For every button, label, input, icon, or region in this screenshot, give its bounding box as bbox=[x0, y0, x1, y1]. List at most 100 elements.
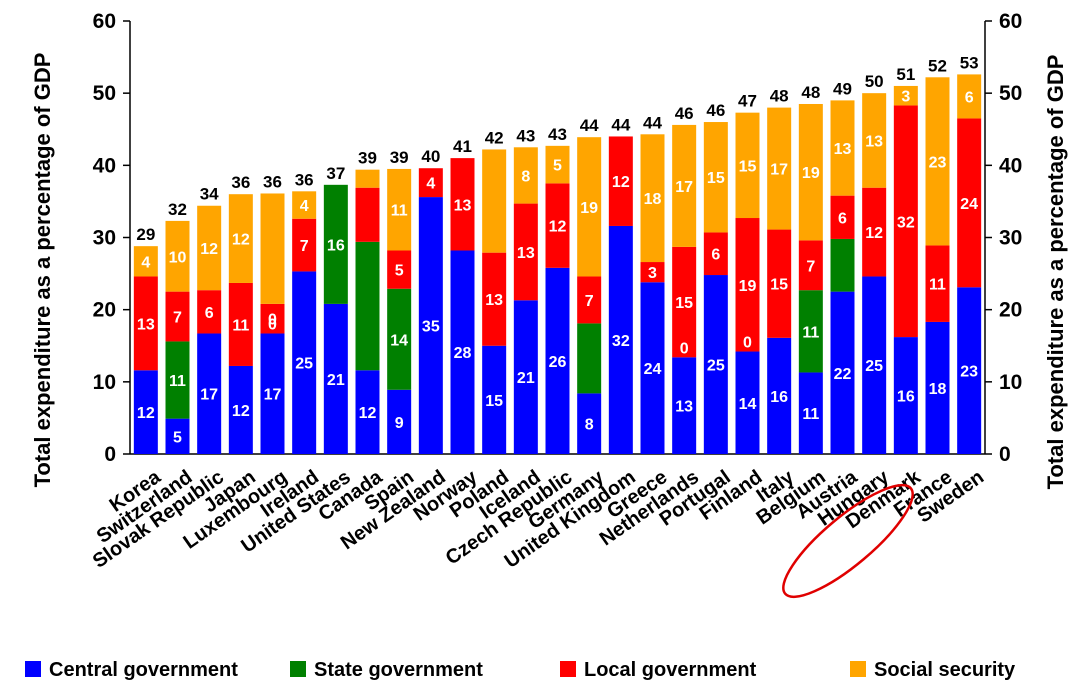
segment-value-label: 12 bbox=[137, 405, 155, 422]
bar-segment-sweden-local-government bbox=[957, 118, 982, 288]
legend-item-local-government: Local government bbox=[560, 659, 757, 681]
bar-segment-poland-social-security bbox=[482, 149, 507, 253]
bar-total-label: 53 bbox=[960, 53, 979, 72]
segment-value-label: 15 bbox=[485, 393, 503, 410]
segment-value-label: 11 bbox=[802, 324, 819, 341]
bar-segment-sweden-central-government bbox=[957, 287, 982, 454]
segment-value-label: 32 bbox=[612, 333, 630, 350]
segment-value-label: 13 bbox=[454, 197, 472, 214]
bar-segment-greece-social-security bbox=[640, 134, 665, 263]
segment-value-label: 32 bbox=[897, 214, 915, 231]
segment-value-label: 7 bbox=[585, 293, 594, 310]
segment-value-label: 5 bbox=[553, 158, 562, 175]
legend-label: Social security bbox=[874, 659, 1016, 681]
segment-value-label: 25 bbox=[295, 356, 313, 373]
segment-value-label: 7 bbox=[806, 258, 815, 275]
bar-segment-spain-state-government bbox=[387, 288, 412, 390]
bar-segment-new-zealand-central-government bbox=[418, 197, 443, 454]
bar-segment-canada-local-government bbox=[355, 187, 380, 242]
bar-segment-korea-central-government bbox=[133, 370, 158, 454]
bar-segment-portugal-local-government bbox=[703, 232, 728, 276]
legend-swatch bbox=[850, 661, 866, 677]
bar-total-label: 43 bbox=[548, 125, 567, 144]
bar-segment-norway-local-government bbox=[450, 158, 475, 251]
bar-segment-new-zealand-local-government bbox=[418, 168, 443, 198]
bar-total-label: 39 bbox=[358, 149, 377, 168]
bar-segment-denmark-local-government bbox=[893, 105, 918, 338]
bar-total-label: 34 bbox=[200, 185, 219, 204]
y-axis-title-right: Total expenditure as a percentage of GDP bbox=[1043, 55, 1068, 490]
segment-value-label: 13 bbox=[517, 245, 535, 262]
segment-value-label: 11 bbox=[232, 317, 249, 334]
segment-value-label: 8 bbox=[521, 168, 530, 185]
bar-segment-korea-local-government bbox=[133, 276, 158, 371]
segment-value-label: 11 bbox=[929, 277, 946, 294]
bars-layer bbox=[133, 74, 982, 454]
y-tick-label-right: 30 bbox=[999, 227, 1022, 250]
segment-value-label: 12 bbox=[549, 219, 567, 236]
bar-total-label: 48 bbox=[801, 83, 820, 102]
bar-segment-slovak-republic-central-government bbox=[197, 333, 222, 454]
segment-value-label: 5 bbox=[173, 429, 182, 446]
segment-value-label: 13 bbox=[675, 399, 693, 416]
bar-segment-france-local-government bbox=[925, 245, 950, 322]
bar-total-label: 44 bbox=[580, 116, 599, 135]
bar-segment-canada-central-government bbox=[355, 370, 380, 454]
y-tick-label-right: 10 bbox=[999, 371, 1022, 394]
bar-segment-germany-local-government bbox=[577, 276, 602, 324]
segment-value-label: 16 bbox=[897, 389, 915, 406]
segment-value-label: 19 bbox=[739, 278, 757, 295]
segment-value-label: 16 bbox=[327, 237, 345, 254]
bar-segment-spain-social-security bbox=[387, 168, 412, 251]
bar-segment-switzerland-local-government bbox=[165, 291, 190, 342]
bar-segment-italy-central-government bbox=[767, 337, 792, 454]
segment-value-label: 24 bbox=[960, 196, 978, 213]
legend-label: Central government bbox=[49, 659, 238, 681]
bar-segment-belgium-local-government bbox=[798, 240, 823, 291]
segment-value-label: 4 bbox=[300, 198, 309, 215]
segment-value-label: 21 bbox=[327, 372, 345, 389]
bar-segment-greece-local-government bbox=[640, 262, 665, 283]
bar-segment-korea-social-security bbox=[133, 246, 158, 277]
bar-total-label: 36 bbox=[263, 172, 282, 191]
segment-value-label: 14 bbox=[739, 396, 757, 413]
bar-total-label: 48 bbox=[770, 87, 789, 106]
bar-segment-czech-republic-local-government bbox=[545, 183, 570, 268]
bar-segment-austria-state-government bbox=[830, 238, 855, 292]
bar-total-label: 40 bbox=[421, 147, 440, 166]
bar-segment-luxembourg-social-security bbox=[260, 193, 285, 304]
bar-segment-united-states-central-government bbox=[323, 303, 348, 454]
bar-segment-iceland-social-security bbox=[513, 147, 538, 204]
segment-value-label: 23 bbox=[960, 364, 978, 381]
segment-value-label: 6 bbox=[965, 89, 974, 106]
bar-segment-austria-social-security bbox=[830, 100, 855, 196]
legend-item-central-government: Central government bbox=[25, 659, 238, 681]
segment-value-label: 11 bbox=[169, 373, 186, 390]
segment-value-label: 6 bbox=[205, 305, 214, 322]
segment-value-label: 4 bbox=[426, 176, 435, 193]
bar-segment-slovak-republic-social-security bbox=[197, 205, 222, 291]
segment-value-label: 11 bbox=[391, 203, 408, 220]
y-tick-label-left: 0 bbox=[104, 443, 116, 466]
segment-value-label: 9 bbox=[395, 415, 404, 432]
bar-segment-portugal-social-security bbox=[703, 122, 728, 233]
bar-segment-luxembourg-local-government bbox=[260, 303, 285, 334]
bar-total-label: 44 bbox=[611, 115, 630, 134]
bar-total-label: 42 bbox=[485, 128, 504, 147]
bar-segment-hungary-local-government bbox=[862, 187, 887, 277]
bar-segment-switzerland-state-government bbox=[165, 341, 190, 419]
bar-total-label: 36 bbox=[295, 170, 314, 189]
segment-value-label: 3 bbox=[901, 89, 910, 106]
segment-value-label: 18 bbox=[929, 381, 947, 398]
bar-segment-netherlands-central-government bbox=[672, 357, 697, 454]
bar-segment-portugal-central-government bbox=[703, 275, 728, 454]
bar-segment-italy-local-government bbox=[767, 229, 792, 338]
bar-total-label: 49 bbox=[833, 79, 852, 98]
bar-segment-germany-social-security bbox=[577, 137, 602, 277]
bar-segment-canada-state-government bbox=[355, 241, 380, 371]
segment-value-label: 8 bbox=[585, 417, 594, 434]
segment-value-label: 21 bbox=[517, 370, 535, 387]
bar-segment-united-kingdom-local-government bbox=[608, 136, 633, 226]
segment-value-label: 12 bbox=[359, 405, 377, 422]
bar-segment-hungary-central-government bbox=[862, 276, 887, 454]
